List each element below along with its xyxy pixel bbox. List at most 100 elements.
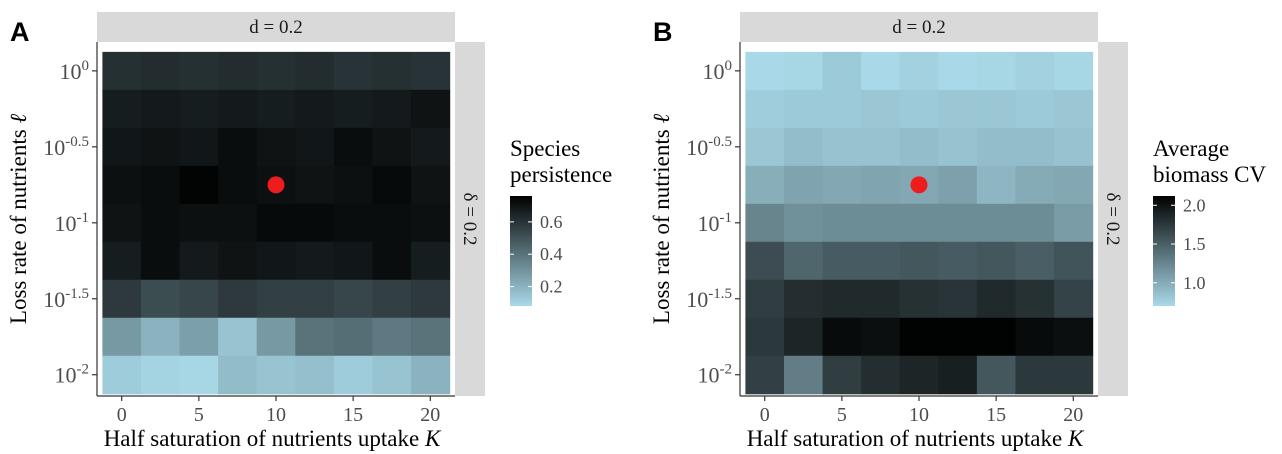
x-tick-label: 5 xyxy=(194,404,204,426)
heatmap-cell xyxy=(372,203,412,243)
heatmap-cell xyxy=(976,51,1017,91)
heatmap-cell xyxy=(256,355,296,395)
heatmap-cell xyxy=(976,127,1017,167)
heatmap-cell xyxy=(822,241,862,281)
heatmap-cell xyxy=(861,165,901,205)
heatmap-cell xyxy=(861,89,901,129)
panel-label: A xyxy=(10,17,30,47)
heatmap-cell xyxy=(745,89,785,129)
heatmap-cell xyxy=(372,317,412,357)
heatmap-cell xyxy=(333,89,374,129)
heatmap-cell xyxy=(102,51,142,91)
y-axis-title: Loss rate of nutrients ℓ xyxy=(649,114,674,325)
x-tick-label: 20 xyxy=(420,404,440,426)
x-tick-label: 10 xyxy=(909,404,929,426)
heatmap-cell xyxy=(938,165,978,205)
heatmap-cell xyxy=(333,165,374,205)
heatmap-cell xyxy=(822,279,862,319)
heatmap-cell xyxy=(179,317,219,357)
heatmap-cell xyxy=(783,279,824,319)
heatmap-cell xyxy=(218,241,258,281)
heatmap-cell xyxy=(745,317,785,357)
y-tick-label: 10-1.5 xyxy=(686,286,732,312)
facet-strip-right xyxy=(455,42,485,396)
heatmap-cell xyxy=(745,279,785,319)
heatmap-cell xyxy=(411,165,451,205)
heatmap-cell xyxy=(976,241,1017,281)
heatmap-cell xyxy=(1054,355,1094,395)
heatmap-cell xyxy=(140,203,181,243)
legend-colorbar xyxy=(510,196,532,306)
x-tick-label: 15 xyxy=(986,404,1006,426)
legend-tick-label: 1.0 xyxy=(1183,273,1206,293)
heatmap-cell xyxy=(1054,317,1094,357)
heatmap-cell xyxy=(218,51,258,91)
heatmap-cell xyxy=(218,127,258,167)
heatmap-cell xyxy=(372,279,412,319)
heatmap-cell xyxy=(179,89,219,129)
heatmap-cell xyxy=(295,241,335,281)
heatmap-cell xyxy=(1015,89,1055,129)
x-tick-label: 20 xyxy=(1063,404,1083,426)
heatmap-cell xyxy=(1015,127,1055,167)
heatmap-cell xyxy=(861,51,901,91)
panel-label: B xyxy=(653,17,673,47)
heatmap-cell xyxy=(1054,279,1094,319)
heatmap-cell xyxy=(822,165,862,205)
highlight-point xyxy=(910,176,928,194)
heatmap-cell xyxy=(140,355,181,395)
heatmap-cell xyxy=(333,127,374,167)
heatmap-cell xyxy=(295,203,335,243)
facet-strip-right-label: δ = 0.2 xyxy=(459,193,480,246)
heatmap-cell xyxy=(102,317,142,357)
legend-title: Average biomass CV xyxy=(1153,136,1266,187)
heatmap-cell xyxy=(411,279,451,319)
heatmap-cell xyxy=(783,203,824,243)
y-tick-label: 10-0.5 xyxy=(686,134,732,160)
heatmap-cell xyxy=(822,317,862,357)
heatmap-cells xyxy=(745,51,1094,395)
heatmap-cell xyxy=(256,203,296,243)
heatmap-cell xyxy=(179,203,219,243)
heatmap-cell xyxy=(372,165,412,205)
y-tick-label: 10-2 xyxy=(698,362,733,388)
heatmap-cell xyxy=(976,165,1017,205)
legend-title: Species persistence xyxy=(510,136,612,187)
heatmap-cell xyxy=(783,317,824,357)
heatmap-cell xyxy=(861,203,901,243)
heatmap-cell xyxy=(783,51,824,91)
heatmap-cell xyxy=(1015,165,1055,205)
heatmap-cell xyxy=(976,317,1017,357)
heatmap-cell xyxy=(179,165,219,205)
heatmap-cell xyxy=(1015,203,1055,243)
heatmap-cell xyxy=(899,317,939,357)
heatmap-cell xyxy=(822,127,862,167)
heatmap-cell xyxy=(1015,317,1055,357)
heatmap-cell xyxy=(295,355,335,395)
heatmap-cell xyxy=(1054,165,1094,205)
heatmap-cell xyxy=(938,51,978,91)
heatmap-cell xyxy=(745,355,785,395)
heatmap-cell xyxy=(861,355,901,395)
heatmap-cell xyxy=(861,127,901,167)
heatmap-cell xyxy=(411,241,451,281)
heatmap-cell xyxy=(295,127,335,167)
heatmap-cell xyxy=(140,279,181,319)
heatmap-cell xyxy=(179,355,219,395)
heatmap-cell xyxy=(976,355,1017,395)
facet-strip-right-label: δ = 0.2 xyxy=(1102,193,1123,246)
heatmap-cell xyxy=(822,51,862,91)
heatmap-cell xyxy=(295,89,335,129)
heatmap-cell xyxy=(411,317,451,357)
heatmap-cell xyxy=(372,355,412,395)
y-tick-label: 100 xyxy=(60,58,90,84)
legend-tick-label: 1.5 xyxy=(1183,234,1206,254)
heatmap-cell xyxy=(899,279,939,319)
heatmap-cell xyxy=(333,203,374,243)
highlight-point xyxy=(267,176,285,194)
heatmap-cell xyxy=(295,165,335,205)
heatmap-cell xyxy=(899,241,939,281)
heatmap-cell xyxy=(102,127,142,167)
heatmap-cell xyxy=(411,355,451,395)
